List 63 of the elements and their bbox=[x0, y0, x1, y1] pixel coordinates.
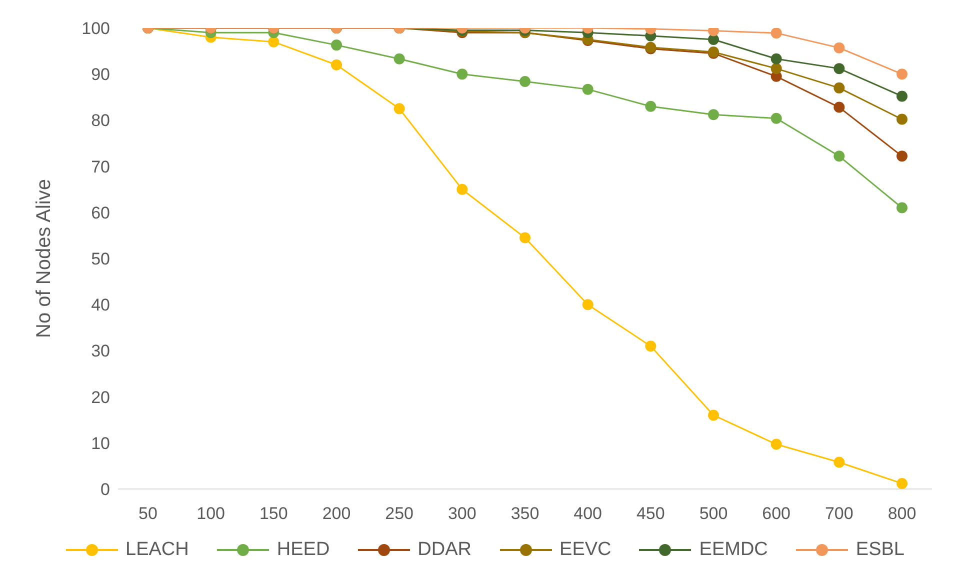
point bbox=[331, 40, 342, 51]
legend-label: HEED bbox=[276, 539, 330, 561]
x-tick-label: 400 bbox=[574, 504, 602, 524]
legend-label: EEMDC bbox=[698, 539, 768, 561]
point bbox=[770, 112, 782, 124]
point bbox=[770, 438, 782, 450]
x-tick-label: 800 bbox=[888, 504, 916, 524]
x-tick-label: 100 bbox=[196, 504, 226, 524]
point bbox=[896, 68, 908, 80]
y-axis-title: No of Nodes Alive bbox=[33, 179, 56, 338]
x-tick-label: 600 bbox=[762, 504, 791, 524]
point bbox=[582, 84, 594, 95]
point bbox=[520, 232, 530, 244]
x-tick-label: 300 bbox=[448, 504, 476, 524]
x-tick-label: 500 bbox=[699, 504, 728, 524]
point bbox=[708, 410, 719, 421]
x-tick-label: 50 bbox=[138, 504, 158, 524]
x-tick-label: 700 bbox=[824, 504, 854, 524]
point bbox=[645, 340, 656, 352]
point bbox=[834, 456, 845, 468]
point bbox=[394, 103, 405, 114]
point bbox=[770, 63, 782, 74]
point bbox=[834, 82, 845, 94]
point bbox=[394, 53, 405, 64]
x-tick-label: 450 bbox=[636, 504, 665, 524]
point bbox=[708, 109, 719, 120]
y-tick-label: 50 bbox=[91, 250, 110, 269]
legend-label: LEACH bbox=[124, 539, 189, 561]
point bbox=[331, 59, 342, 70]
point bbox=[834, 102, 845, 113]
point bbox=[896, 90, 908, 102]
point bbox=[896, 114, 908, 125]
y-tick-label: 80 bbox=[91, 111, 110, 130]
x-tick-label: 350 bbox=[510, 504, 540, 524]
legend-label: ESBL bbox=[854, 539, 904, 561]
point bbox=[896, 202, 908, 214]
point bbox=[456, 68, 468, 80]
point bbox=[896, 150, 908, 162]
point bbox=[268, 36, 280, 48]
x-tick-label: 200 bbox=[322, 504, 351, 524]
y-tick-label: 10 bbox=[91, 434, 110, 453]
point bbox=[520, 76, 530, 87]
y-tick-label: 20 bbox=[91, 388, 110, 407]
point bbox=[770, 53, 782, 64]
point bbox=[456, 184, 468, 195]
y-tick-label: 70 bbox=[91, 157, 110, 176]
y-tick-label: 40 bbox=[91, 296, 110, 315]
point bbox=[645, 100, 656, 112]
point bbox=[834, 42, 845, 54]
legend-label: EEVC bbox=[558, 539, 612, 561]
point bbox=[834, 63, 845, 74]
point bbox=[770, 28, 782, 39]
point bbox=[582, 299, 594, 310]
x-tick-label: 250 bbox=[385, 504, 414, 524]
y-tick-label: 90 bbox=[91, 65, 110, 84]
y-tick-label: 0 bbox=[100, 480, 110, 500]
legend-label: DDAR bbox=[416, 539, 472, 561]
point bbox=[896, 478, 908, 489]
y-tick-label: 60 bbox=[91, 203, 110, 222]
y-tick-label: 100 bbox=[82, 19, 110, 38]
y-tick-label: 30 bbox=[91, 342, 110, 361]
x-tick-label: 150 bbox=[259, 504, 288, 524]
point bbox=[834, 150, 845, 162]
